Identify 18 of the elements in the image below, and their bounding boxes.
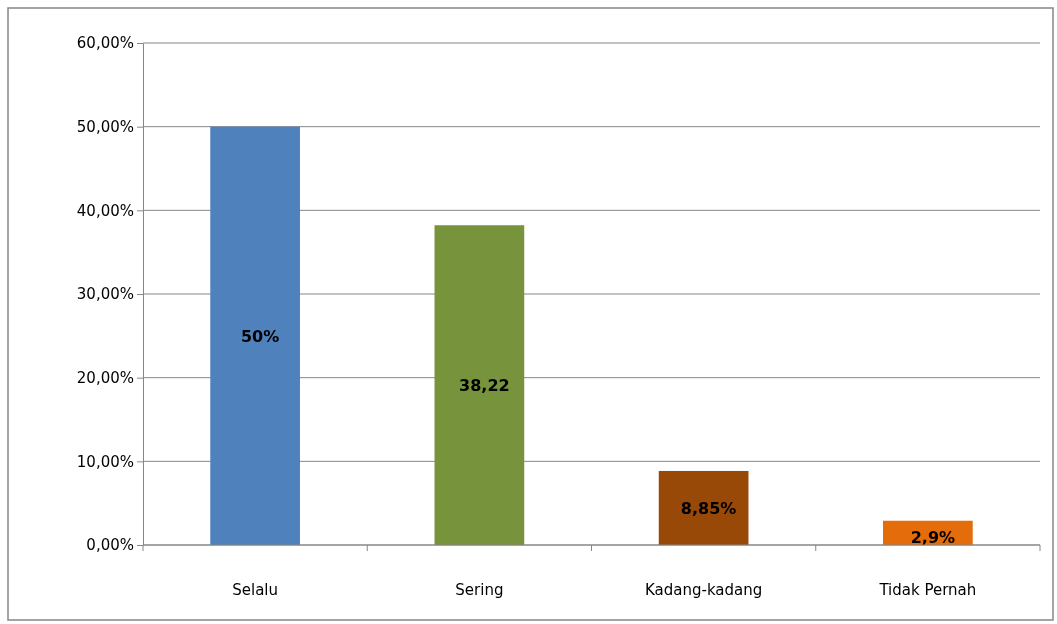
data-label: 8,85% bbox=[680, 498, 737, 518]
y-tick-label: 60,00% bbox=[76, 34, 134, 53]
bar bbox=[434, 225, 525, 545]
x-tick-label: Sering bbox=[455, 581, 504, 599]
x-tick-label: Tidak Pernah bbox=[878, 581, 977, 599]
y-tick-label: 50,00% bbox=[76, 117, 134, 136]
y-tick-label: 40,00% bbox=[76, 201, 134, 220]
y-tick-label: 30,00% bbox=[76, 285, 134, 304]
bar bbox=[658, 470, 749, 545]
y-tick-label: 10,00% bbox=[76, 452, 134, 471]
bar bbox=[210, 126, 300, 545]
data-label: 50% bbox=[240, 326, 280, 346]
y-tick-label: 0,00% bbox=[86, 536, 134, 555]
x-tick-label: Selalu bbox=[232, 581, 279, 599]
data-label: 2,9% bbox=[910, 528, 956, 547]
y-tick-label: 20,00% bbox=[76, 368, 134, 387]
x-tick-label: Kadang-kadang bbox=[644, 581, 763, 599]
data-label: 38,22 bbox=[459, 376, 510, 396]
